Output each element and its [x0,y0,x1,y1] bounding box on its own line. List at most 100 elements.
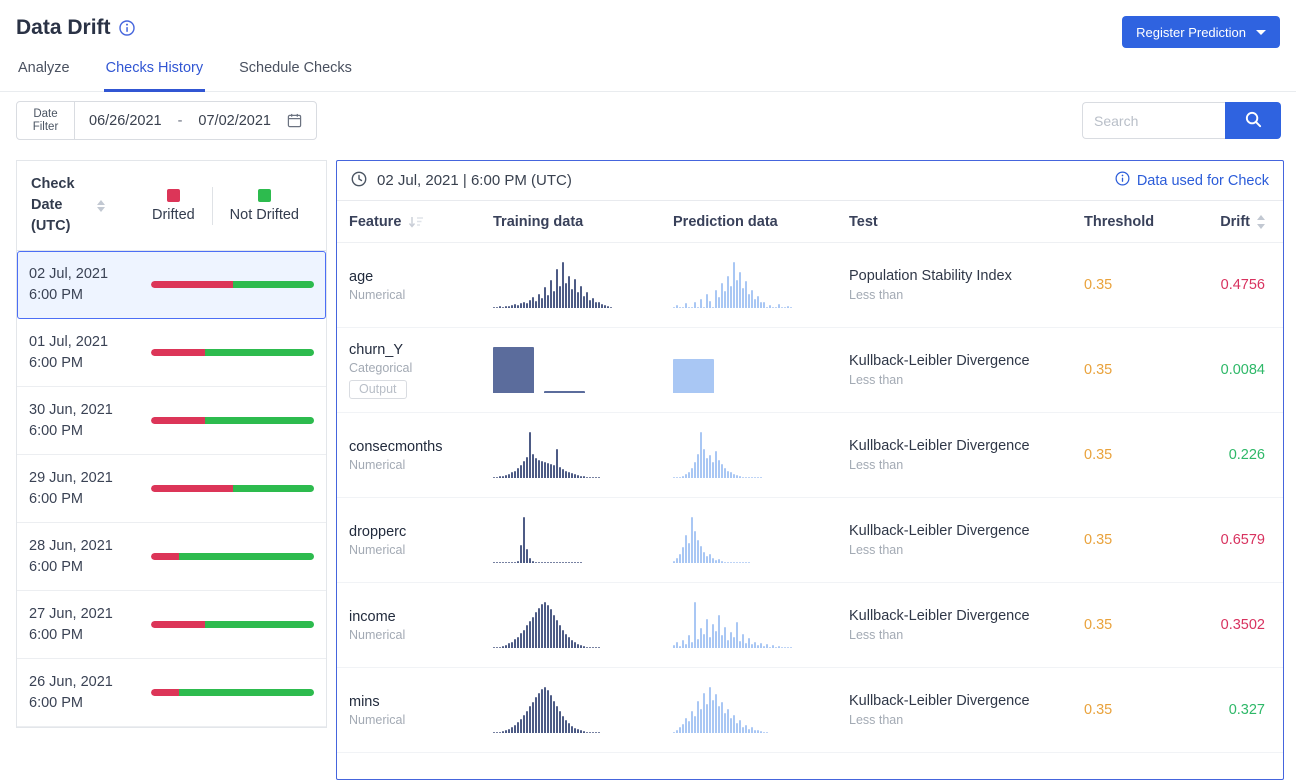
drifted-portion [151,485,233,492]
drift-value: 0.4756 [1221,277,1265,293]
test-name: Kullback-Leibler Divergence [849,608,1079,624]
feature-table-body: age Numerical Population Stability Index… [337,243,1283,753]
not-drifted-label: Not Drifted [230,207,299,223]
tab-bar: Analyze Checks History Schedule Checks [0,54,1296,92]
tab-analyze[interactable]: Analyze [16,54,72,92]
tab-schedule-checks[interactable]: Schedule Checks [237,54,354,92]
feature-type: Numerical [349,458,493,472]
not-drifted-swatch [258,189,271,202]
check-time: 6:00 PM [29,285,151,306]
panel-header: 02 Jul, 2021 | 6:00 PM (UTC) Data used f… [337,161,1283,201]
feature-type: Categorical [349,361,493,375]
drifted-portion [151,281,233,288]
prediction-data-histogram [673,262,849,308]
check-date: 26 Jun, 2021 [29,672,151,693]
check-date-item[interactable]: 27 Jun, 2021 6:00 PM [17,591,326,659]
not-drifted-portion [233,485,315,492]
check-time: 6:00 PM [29,625,151,646]
date-to: 07/02/2021 [198,113,271,129]
test-name: Kullback-Leibler Divergence [849,438,1079,454]
threshold-value: 0.35 [1084,532,1112,548]
feature-type: Numerical [349,288,493,302]
drift-header-label: Drift [1220,214,1250,230]
drift-value: 0.6579 [1221,532,1265,548]
check-date-item[interactable]: 26 Jun, 2021 6:00 PM [17,659,326,727]
test-name: Kullback-Leibler Divergence [849,523,1079,539]
feature-name: dropperc [349,524,493,540]
test-condition: Less than [849,543,1079,557]
column-threshold: Threshold [1079,214,1167,230]
data-used-label: Data used for Check [1137,173,1269,189]
check-date-item[interactable]: 29 Jun, 2021 6:00 PM [17,455,326,523]
feature-row[interactable]: mins Numerical Kullback-Leibler Divergen… [337,668,1283,753]
sidebar-header: Check Date (UTC) Drifted Not Drifted [17,161,326,251]
drifted-swatch [167,189,180,202]
table-header: Feature Training data Prediction data Te… [337,201,1283,243]
check-date: 02 Jul, 2021 [29,264,151,285]
sort-down-icon [97,207,105,212]
column-feature: Feature [349,214,401,230]
info-icon[interactable] [119,20,135,36]
drift-value: 0.0084 [1221,362,1265,378]
prediction-data-histogram [673,347,849,393]
calendar-icon[interactable] [287,113,302,128]
drift-value: 0.327 [1229,702,1265,718]
feature-row[interactable]: income Numerical Kullback-Leibler Diverg… [337,583,1283,668]
search-button[interactable] [1225,102,1281,139]
feature-row[interactable]: dropperc Numerical Kullback-Leibler Dive… [337,498,1283,583]
check-date-item[interactable]: 01 Jul, 2021 6:00 PM [17,319,326,387]
check-time: 6:00 PM [29,693,151,714]
date-from: 06/26/2021 [89,113,162,129]
drift-ratio-bar [151,417,314,424]
test-condition: Less than [849,458,1079,472]
check-date-item[interactable]: 02 Jul, 2021 6:00 PM [17,251,326,319]
feature-row[interactable]: churn_Y Categorical Output Kullback-Leib… [337,328,1283,413]
check-date-sort-control[interactable] [97,200,105,212]
test-condition: Less than [849,373,1079,387]
prediction-data-histogram [673,517,849,563]
tab-checks-history[interactable]: Checks History [104,54,206,92]
feature-type: Numerical [349,628,493,642]
drift-ratio-bar [151,689,314,696]
column-drift: Drift [1167,214,1271,230]
info-icon [1115,171,1130,190]
legend-not-drifted: Not Drifted [230,189,299,223]
not-drifted-portion [233,281,315,288]
feature-row[interactable]: consecmonths Numerical Kullback-Leibler … [337,413,1283,498]
test-condition: Less than [849,713,1079,727]
feature-sort-icon[interactable] [408,215,424,229]
check-time: 6:00 PM [29,557,151,578]
check-date: 30 Jun, 2021 [29,400,151,421]
feature-name: income [349,609,493,625]
check-date-item[interactable]: 28 Jun, 2021 6:00 PM [17,523,326,591]
test-condition: Less than [849,288,1079,302]
clock-icon [351,171,367,191]
drift-sort-control[interactable] [1257,215,1265,229]
register-prediction-button[interactable]: Register Prediction [1122,16,1280,48]
feature-name: age [349,269,493,285]
drifted-label: Drifted [152,207,195,223]
not-drifted-portion [205,349,314,356]
feature-row[interactable]: age Numerical Population Stability Index… [337,243,1283,328]
check-date-item[interactable]: 30 Jun, 2021 6:00 PM [17,387,326,455]
training-data-histogram [493,262,673,308]
drifted-portion [151,689,179,696]
drift-value: 0.3502 [1221,617,1265,633]
prediction-data-histogram [673,687,849,733]
search-input[interactable] [1082,102,1225,139]
check-date-list: 02 Jul, 2021 6:00 PM 01 Jul, 2021 6:00 P… [17,251,326,727]
legend-drifted: Drifted [152,189,195,223]
check-timestamp: 02 Jul, 2021 | 6:00 PM (UTC) [377,172,572,189]
check-date: 29 Jun, 2021 [29,468,151,489]
column-prediction-data: Prediction data [673,214,849,230]
drifted-portion [151,621,205,628]
data-used-for-check-link[interactable]: Data used for Check [1115,171,1269,190]
feature-name: mins [349,694,493,710]
register-prediction-label: Register Prediction [1136,25,1246,40]
legend-divider [212,187,213,225]
prediction-data-histogram [673,432,849,478]
date-filter[interactable]: Date Filter 06/26/2021 - 07/02/2021 [16,101,317,140]
prediction-data-histogram [673,602,849,648]
drifted-portion [151,553,179,560]
feature-type: Numerical [349,543,493,557]
